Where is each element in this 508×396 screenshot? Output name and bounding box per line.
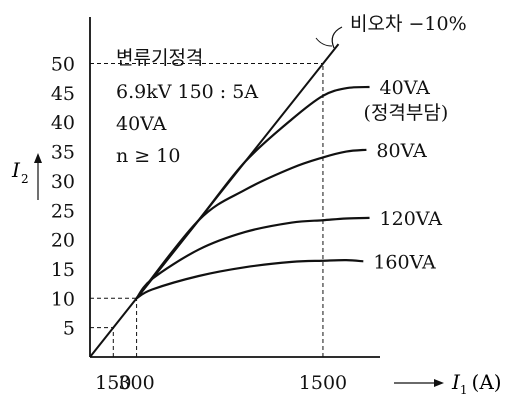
series-label-80va: 80VA — [376, 140, 427, 162]
series-labels: 40VA (정격부담) 80VA 120VA 160VA — [364, 77, 449, 273]
ratio-error-label: 비오차 −10% — [350, 13, 467, 35]
curve-80va — [135, 148, 367, 299]
curve-160va — [135, 259, 364, 300]
spec-line-3: 40VA — [116, 113, 167, 135]
reference-lines — [90, 63, 324, 357]
y-tick-label-45: 45 — [51, 83, 75, 105]
y-tick-labels: 5 10 15 20 25 30 35 40 45 50 — [51, 54, 75, 340]
ratio-error-leader — [331, 26, 343, 49]
y-tick-label-10: 10 — [51, 288, 75, 310]
spec-line-4: n ≥ 10 — [116, 145, 180, 167]
y-axis-title-subscript: 2 — [21, 172, 29, 186]
y-tick-label-25: 25 — [51, 200, 75, 222]
y-tick-label-35: 35 — [51, 142, 75, 164]
spec-line-2: 6.9kV 150 : 5A — [116, 81, 258, 103]
y-tick-label-5: 5 — [63, 318, 75, 340]
x-tick-label-1500: 1500 — [299, 372, 347, 394]
x-tick-label-300: 300 — [118, 372, 154, 394]
y-tick-label-40: 40 — [51, 112, 75, 134]
y-axis-arrow-head — [34, 153, 42, 163]
spec-line-1: 변류기정격 — [116, 47, 203, 69]
x-axis-arrow-head — [434, 379, 444, 387]
series-label-extra: (정격부담) — [364, 102, 449, 124]
axes — [89, 17, 380, 358]
x-tick-label-150: 150 — [95, 372, 131, 394]
x-axis-title: I1 (A) — [451, 370, 502, 396]
series-label-160va: 160VA — [373, 251, 436, 273]
series-label-120va: 120VA — [380, 208, 443, 230]
y-axis-title: I — [11, 158, 21, 182]
series-curves — [89, 43, 370, 358]
y-tick-label-15: 15 — [51, 259, 75, 281]
y-tick-label-30: 30 — [51, 171, 75, 193]
series-label-40va: 40VA — [380, 77, 431, 99]
y-tick-label-50: 50 — [51, 54, 75, 76]
curve-120va — [135, 216, 370, 299]
y-tick-label-20: 20 — [51, 230, 75, 252]
ratio-error-bracket — [315, 37, 333, 47]
